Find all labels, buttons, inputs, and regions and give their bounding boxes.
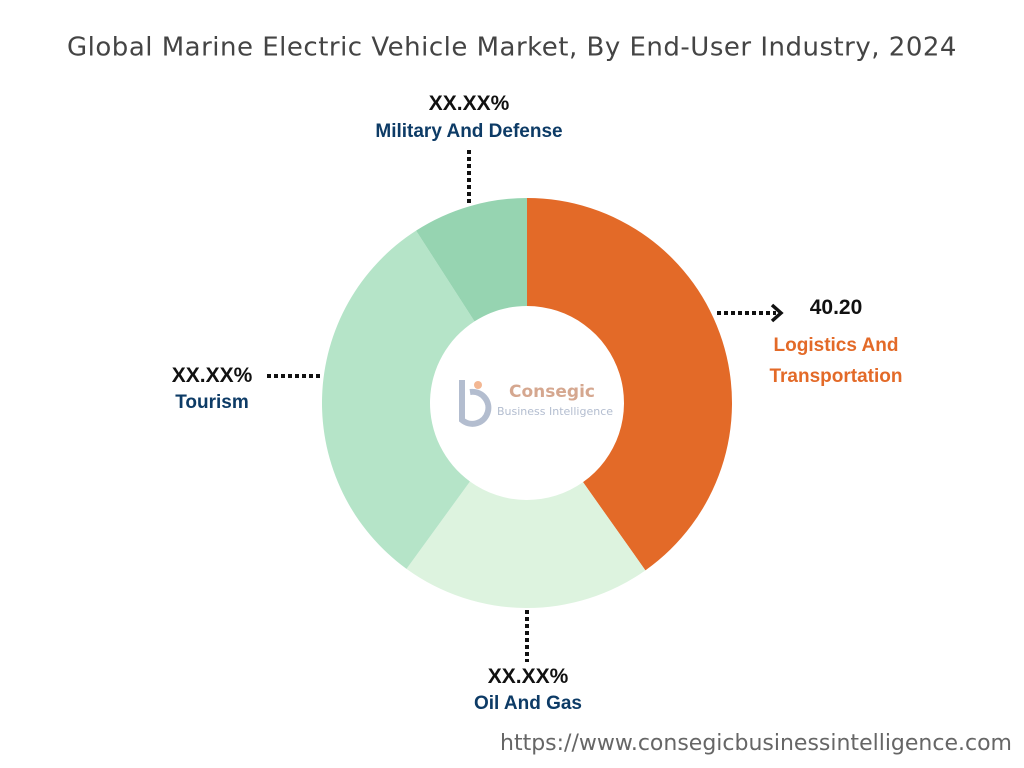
value-label: XX.XX%: [171, 364, 253, 387]
source-url: https://www.consegicbusinessintelligence…: [500, 731, 1012, 756]
donut: [322, 198, 732, 608]
value-label: 40.20: [809, 296, 863, 319]
logo-dot: [474, 381, 482, 389]
category-label: Military And Defense: [375, 121, 563, 142]
logo-name: Consegic: [509, 382, 595, 402]
leaders: [267, 150, 776, 662]
arrow-head: [770, 303, 784, 323]
donut-slice: [416, 198, 527, 322]
value-label: XX.XX%: [487, 665, 569, 688]
category-label: Logistics And Transportation: [769, 335, 903, 387]
category-label: Oil And Gas: [473, 693, 583, 714]
category-label: Tourism: [175, 392, 249, 413]
logo-tagline: Business Intelligence: [497, 405, 613, 418]
logo-icon: [459, 380, 492, 427]
logo: Consegic Business Intelligence: [459, 380, 613, 427]
chart-title: Global Marine Electric Vehicle Market, B…: [67, 33, 957, 63]
donut-slice: [322, 230, 475, 569]
value-label: XX.XX%: [428, 92, 510, 115]
donut-slice: [527, 198, 732, 571]
donut-slice: [406, 481, 646, 608]
